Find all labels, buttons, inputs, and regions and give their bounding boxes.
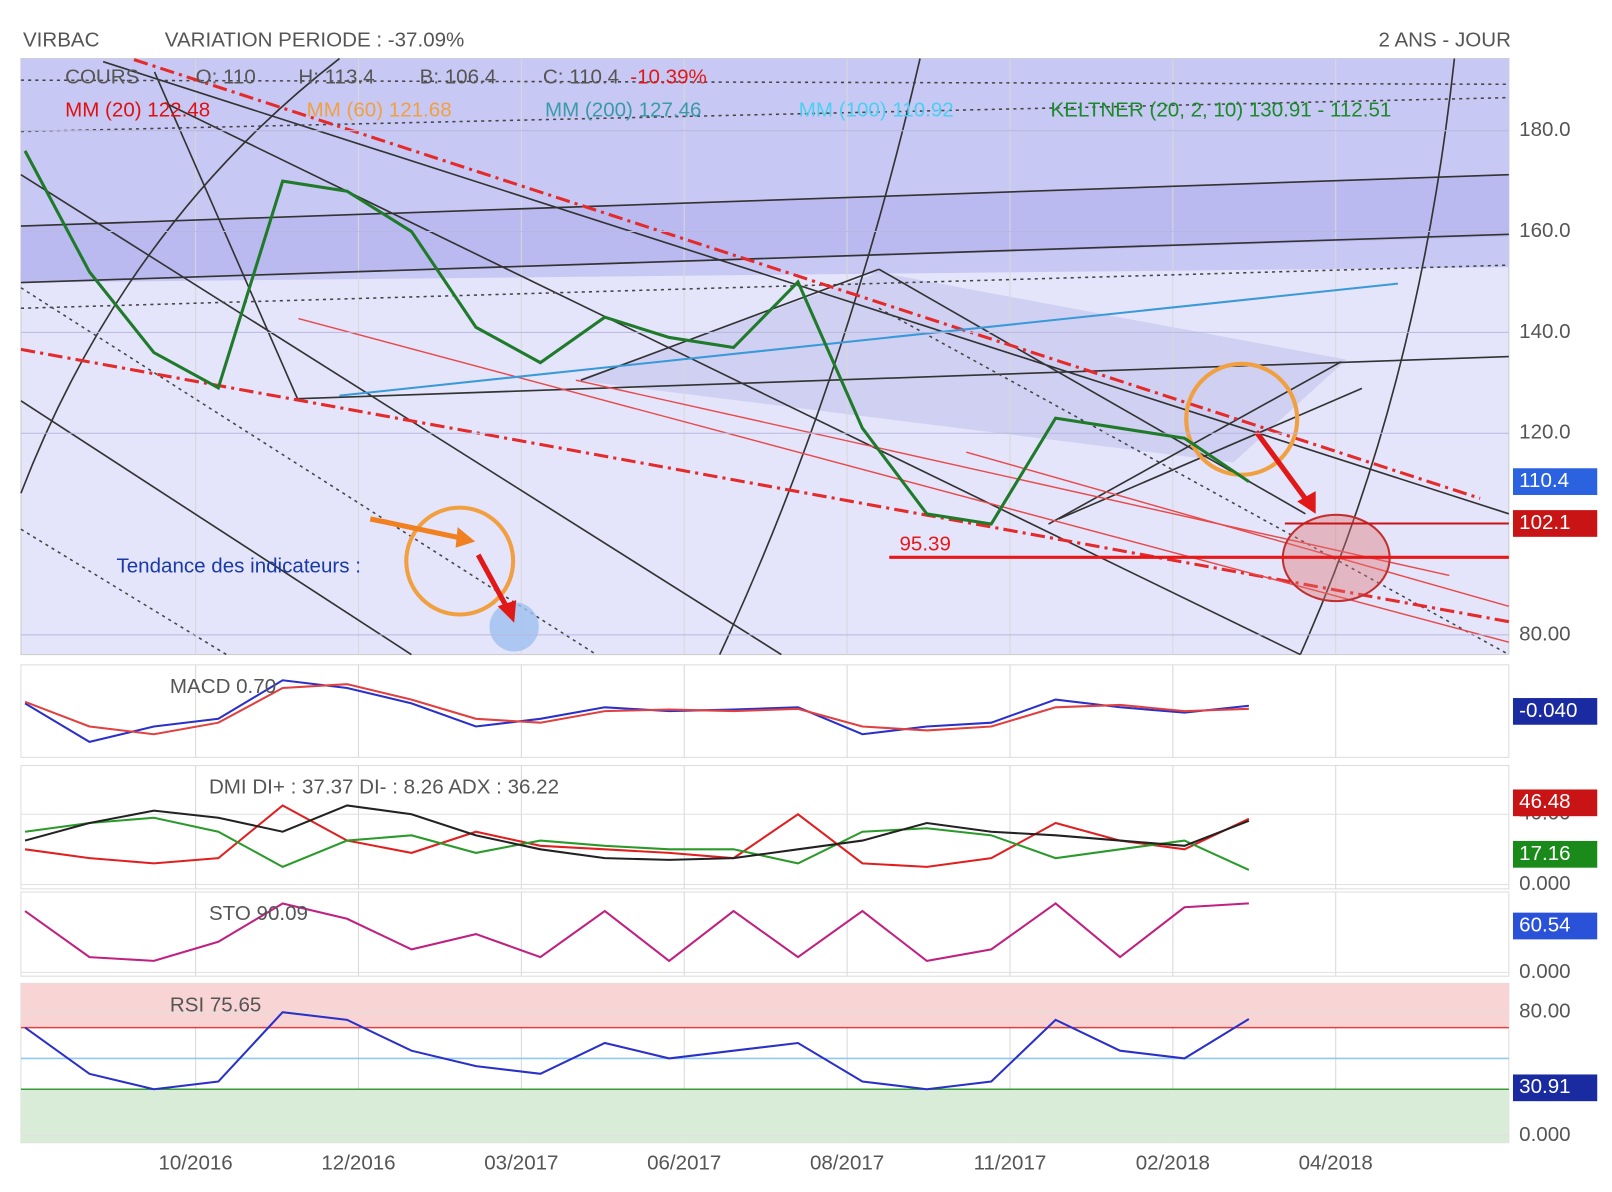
x-tick-label: 10/2016 [158, 1152, 232, 1175]
legend-item: -10.39% [630, 66, 707, 89]
price-marker-label: 102.1 [1519, 511, 1570, 534]
series-line [24, 804, 1250, 861]
oversold-zone [20, 1089, 1509, 1143]
main-background [20, 58, 1510, 656]
price-marker-box [1512, 840, 1598, 868]
x-tick-label: 06/2017 [647, 1152, 721, 1175]
y-tick-label: 0.000 [1519, 960, 1570, 983]
series-line [24, 902, 1249, 963]
panel-frame [20, 664, 1510, 758]
x-tick-label: 02/2018 [1136, 1152, 1210, 1175]
price-marker-label: 46.48 [1519, 790, 1570, 813]
y-tick-label: 0.000 [1519, 1123, 1570, 1146]
y-tick-label: 180.0 [1519, 118, 1570, 141]
price-marker-label: 17.16 [1519, 842, 1570, 865]
price-marker-box [1512, 1074, 1598, 1102]
price-marker-box [1512, 468, 1598, 495]
x-tick-label: 08/2017 [810, 1152, 884, 1175]
y-tick-label: 80.00 [1519, 1000, 1570, 1023]
x-tick-label: 12/2016 [321, 1152, 395, 1175]
ticker: VIRBAC [23, 29, 100, 52]
price-marker-label: 30.91 [1519, 1075, 1570, 1098]
variation: VARIATION PERIODE : -37.09% [165, 29, 465, 52]
indicator-title: RSI 75.65 [170, 993, 261, 1016]
price-marker-label: 110.4 [1519, 469, 1569, 492]
price-marker-box [1512, 912, 1598, 940]
legend-item: C: 110.4 [543, 66, 619, 89]
legend-item: MM (20) 122.48 [65, 98, 210, 121]
x-tick-label: 03/2017 [484, 1152, 558, 1175]
annotation: Tendance des indicateurs : [116, 555, 360, 578]
price-marker-box [1512, 510, 1598, 537]
series-line [24, 804, 1250, 868]
price-marker-box [1512, 698, 1598, 725]
legend-item: H: 113.4 [298, 66, 374, 89]
legend-item: O: 110 [196, 66, 256, 89]
price-marker-label: -0.040 [1519, 699, 1577, 722]
series-line [24, 816, 1250, 871]
x-tick-label: 11/2017 [974, 1152, 1047, 1175]
price-marker-label: 60.54 [1519, 913, 1570, 936]
y-tick-label: 140.0 [1519, 320, 1570, 343]
series-line [24, 679, 1249, 744]
y-tick-label: 120.0 [1519, 421, 1570, 444]
series-line [24, 1011, 1250, 1091]
series-line [24, 683, 1249, 736]
y-tick-label: 80.00 [1519, 622, 1570, 645]
legend-item: MM (200) 127.46 [545, 98, 701, 121]
x-tick-label: 04/2018 [1299, 1152, 1373, 1175]
legend-item: B: 106.4 [420, 66, 497, 89]
legend-item: MM (100) 110.92 [799, 98, 954, 121]
legend-item: MM (60) 121.68 [307, 98, 452, 121]
support-label: 95.39 [900, 532, 951, 555]
indicator-title: DMI DI+ : 37.37 DI- : 8.26 ADX : 36.22 [209, 776, 559, 799]
panel-frame [20, 765, 1510, 890]
price-marker-box [1512, 789, 1598, 817]
period[interactable]: 2 ANS - JOUR [1378, 29, 1510, 52]
indicator-title: MACD 0.70 [170, 675, 276, 698]
indicator-title: STO 90.09 [209, 902, 308, 925]
overbought-zone [20, 983, 1509, 1028]
y-tick-label: 160.0 [1519, 219, 1570, 242]
series-line [23, 150, 1250, 526]
legend-item: KELTNER (20, 2, 10) 130.91 - 112.51 [1051, 98, 1392, 121]
legend-item: COURS [65, 66, 139, 89]
y-tick-label: 0.000 [1519, 872, 1570, 895]
